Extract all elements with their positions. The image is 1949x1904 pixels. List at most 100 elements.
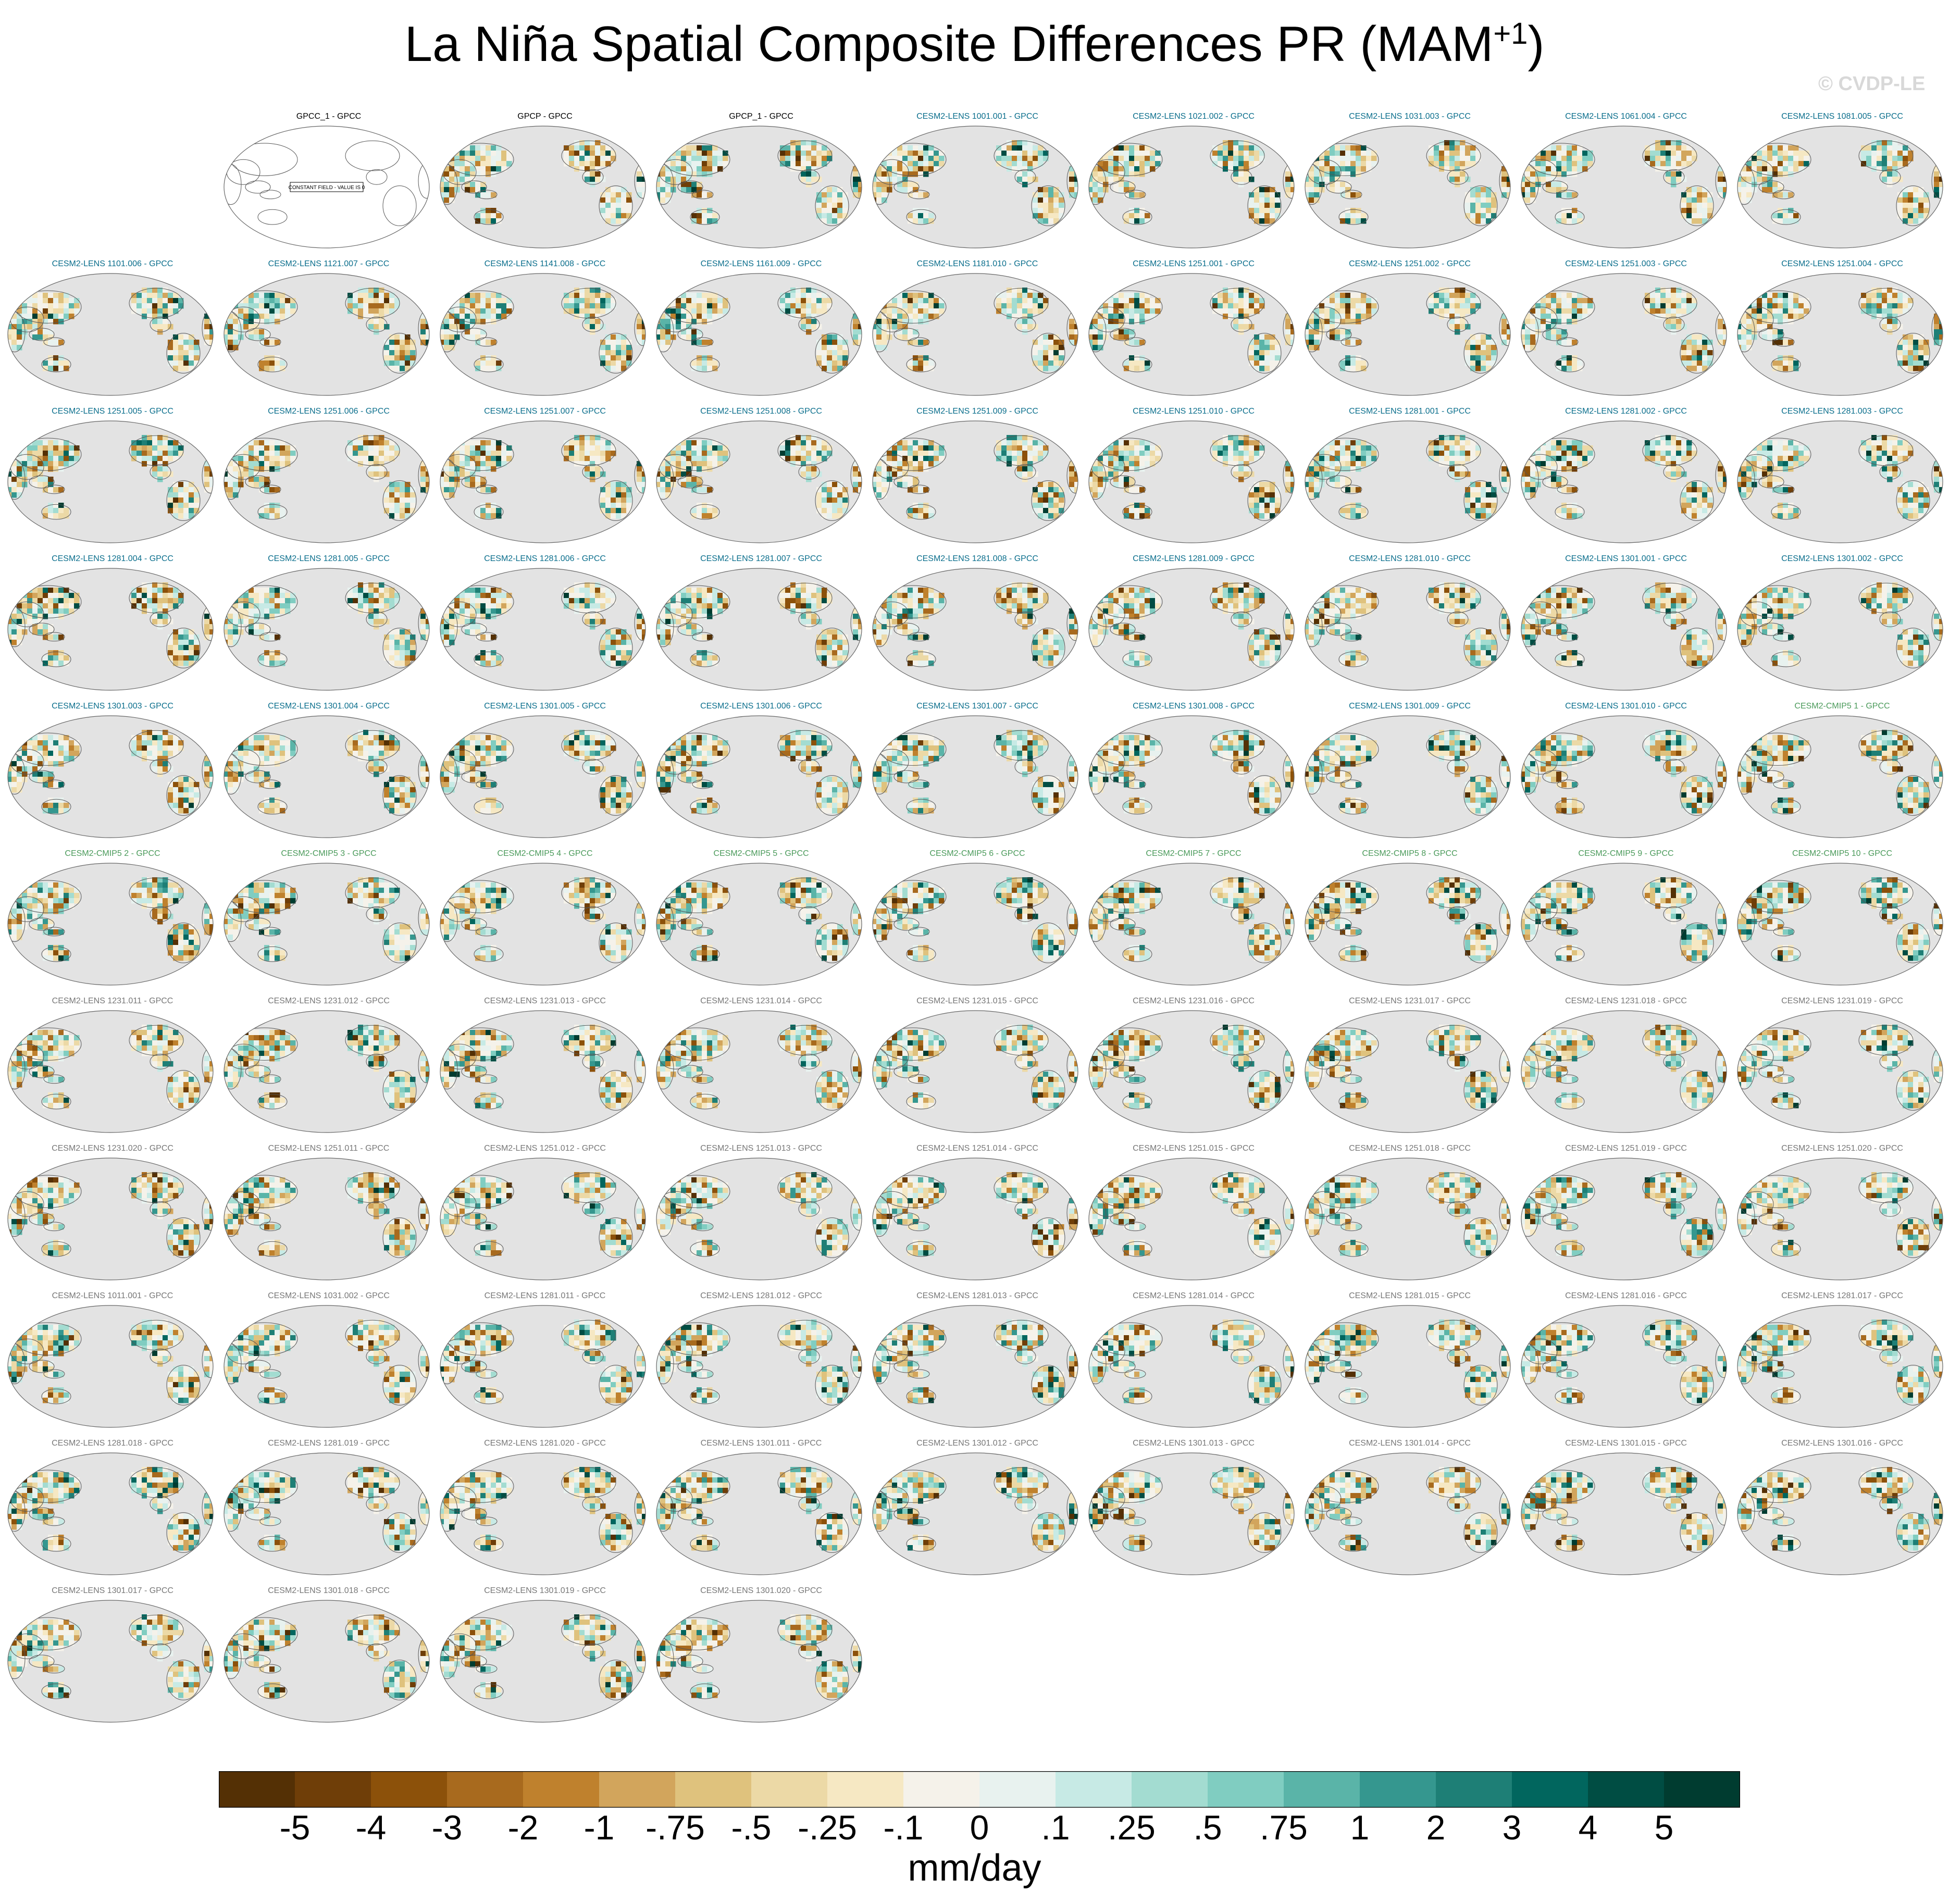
map-cell bbox=[611, 503, 616, 508]
map-cell bbox=[939, 156, 945, 161]
map-cell bbox=[686, 471, 692, 477]
map-cell bbox=[822, 213, 827, 219]
map-cell bbox=[228, 319, 233, 325]
coastline bbox=[476, 337, 498, 347]
map-cell bbox=[363, 293, 369, 298]
map-cell bbox=[1439, 151, 1445, 156]
map-cell bbox=[1577, 308, 1583, 314]
map-cell bbox=[1788, 166, 1794, 172]
map-cell bbox=[1022, 177, 1028, 182]
map-cell bbox=[1233, 319, 1239, 325]
map-cell bbox=[1238, 324, 1244, 330]
map-cell bbox=[454, 303, 460, 309]
map-cell bbox=[475, 513, 481, 519]
map-cell bbox=[590, 319, 595, 325]
map-cell bbox=[259, 508, 265, 514]
map-cell bbox=[1723, 192, 1727, 198]
map-panel: CESM2-LENS 1251.008 - GPCC bbox=[655, 407, 867, 553]
map-cell bbox=[480, 451, 486, 456]
map-field bbox=[1089, 129, 1294, 226]
map-cell bbox=[1038, 355, 1044, 361]
map-cell bbox=[1666, 156, 1671, 161]
map-cell bbox=[913, 319, 918, 325]
map-cell bbox=[1470, 298, 1476, 304]
map-cell bbox=[1530, 177, 1536, 182]
map-cell bbox=[621, 282, 627, 288]
map-cell bbox=[1660, 298, 1666, 304]
map-cell bbox=[691, 161, 697, 167]
map-cell bbox=[1551, 166, 1557, 172]
map-cell bbox=[569, 161, 575, 167]
map-cell bbox=[1918, 140, 1924, 146]
map-cell bbox=[1361, 360, 1367, 366]
map-cell bbox=[470, 187, 476, 193]
map-cell bbox=[1767, 187, 1773, 193]
map-cell bbox=[1804, 298, 1809, 304]
map-cell bbox=[996, 303, 1002, 309]
map-cell bbox=[1017, 435, 1023, 441]
map-cell bbox=[501, 161, 507, 167]
map-cell bbox=[1697, 197, 1703, 203]
map-cell bbox=[1150, 161, 1156, 167]
map-cell bbox=[1783, 151, 1789, 156]
map-cell bbox=[27, 319, 33, 325]
map-cell bbox=[671, 456, 676, 462]
map-cell bbox=[1762, 171, 1768, 177]
coastline bbox=[382, 480, 417, 521]
map-cell bbox=[665, 161, 671, 167]
map-cell bbox=[389, 492, 395, 498]
map-cell bbox=[32, 319, 38, 325]
map-cell bbox=[280, 303, 285, 309]
map-cell bbox=[611, 213, 616, 219]
map-cell bbox=[1692, 151, 1697, 156]
map-cell bbox=[1361, 314, 1367, 319]
map-cell bbox=[1486, 277, 1492, 283]
map-cell bbox=[1093, 171, 1098, 177]
map-cell bbox=[837, 192, 843, 198]
map-cell bbox=[1475, 303, 1481, 309]
map-cell bbox=[64, 456, 69, 462]
map-cell bbox=[1038, 345, 1044, 351]
map-cell bbox=[400, 487, 405, 493]
map-cell bbox=[1741, 329, 1747, 335]
coastline bbox=[1771, 356, 1801, 372]
map-cell bbox=[368, 466, 374, 472]
map-cell bbox=[486, 213, 491, 219]
map-cell bbox=[136, 445, 142, 451]
coastline bbox=[1913, 277, 1934, 292]
map-cell bbox=[681, 177, 687, 182]
map-cell bbox=[1103, 314, 1109, 319]
map-cell bbox=[1798, 151, 1804, 156]
map-cell bbox=[480, 182, 486, 188]
map-cell bbox=[1655, 303, 1661, 309]
map-cell bbox=[1361, 308, 1367, 314]
map-cell bbox=[637, 166, 642, 172]
map-cell bbox=[1465, 303, 1471, 309]
map-cell bbox=[131, 456, 137, 462]
map-cell bbox=[1074, 314, 1078, 319]
map-cell bbox=[691, 171, 697, 177]
map-cell bbox=[1923, 192, 1929, 198]
map-cell bbox=[38, 482, 43, 488]
map-cell bbox=[1692, 213, 1697, 219]
map-cell bbox=[665, 487, 671, 493]
map-cell bbox=[1793, 366, 1799, 371]
map-cell bbox=[1017, 288, 1023, 293]
map-cell bbox=[1521, 324, 1525, 330]
map-cell bbox=[811, 161, 817, 167]
map-cell bbox=[1228, 298, 1234, 304]
map-cell bbox=[1330, 161, 1335, 167]
map-cell bbox=[480, 151, 486, 156]
map-cell bbox=[1707, 282, 1713, 288]
map-cell bbox=[1707, 360, 1713, 366]
map-cell bbox=[1718, 340, 1723, 345]
map-cell bbox=[1897, 360, 1903, 366]
map-cell bbox=[1033, 298, 1038, 304]
map-cell bbox=[496, 440, 502, 446]
map-cell bbox=[264, 298, 270, 304]
map-cell bbox=[811, 461, 817, 467]
map-cell bbox=[686, 314, 692, 319]
map-cell bbox=[426, 471, 429, 477]
map-cell bbox=[1434, 161, 1439, 167]
map-cell bbox=[1686, 197, 1692, 203]
